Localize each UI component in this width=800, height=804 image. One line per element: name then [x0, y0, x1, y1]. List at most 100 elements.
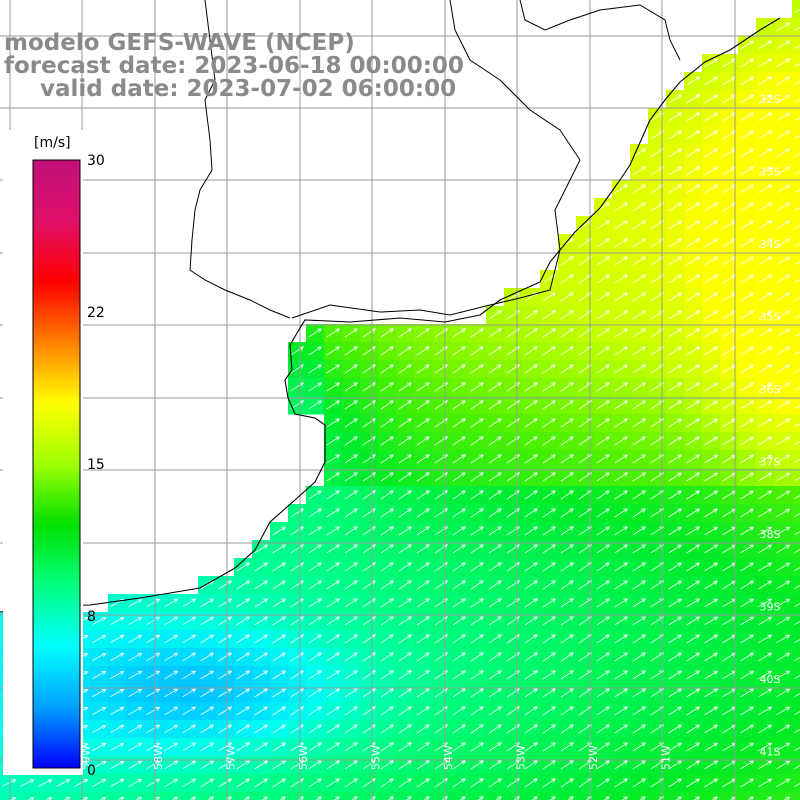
wind-cell — [540, 792, 559, 800]
wind-cell — [360, 792, 379, 800]
wind-cell — [792, 756, 800, 775]
wind-cell — [720, 792, 739, 800]
lon-label: 54W — [442, 745, 455, 770]
wind-cell — [792, 72, 800, 91]
lat-label: 32S — [760, 93, 781, 106]
wind-cell — [792, 162, 800, 181]
wind-cell — [792, 792, 800, 800]
wind-cell — [180, 792, 199, 800]
wind-cell — [792, 108, 800, 127]
lon-label: 55W — [370, 745, 383, 770]
wind-cell — [792, 450, 800, 469]
wind-cell — [108, 792, 127, 800]
wind-cell — [792, 0, 800, 19]
wind-cell — [792, 36, 800, 55]
lon-label: 58W — [152, 745, 165, 770]
wind-cell — [198, 792, 217, 800]
map-header: modelo GEFS-WAVE (NCEP) forecast date: 2… — [4, 30, 464, 102]
colorbar-unit: [m/s] — [34, 135, 71, 151]
wind-cell — [792, 198, 800, 217]
wind-cell — [738, 792, 757, 800]
wind-cell — [0, 792, 19, 800]
wind-cell — [792, 342, 800, 361]
wind-cell — [792, 324, 800, 343]
wind-cell — [558, 792, 577, 800]
wind-cell — [396, 792, 415, 800]
wind-cell — [792, 738, 800, 757]
wind-cell — [324, 792, 343, 800]
wind-cell — [342, 792, 361, 800]
wind-cell — [72, 792, 91, 800]
colorbar-tick-30: 30 — [87, 153, 105, 169]
wind-cell — [792, 648, 800, 667]
valid-date: valid date: 2023-07-02 06:00:00 — [40, 76, 456, 102]
wind-cell — [648, 792, 667, 800]
wind-cell — [792, 630, 800, 649]
wind-cell — [162, 792, 181, 800]
wind-cell — [792, 432, 800, 451]
wind-cell — [432, 792, 451, 800]
wind-cell — [702, 792, 721, 800]
wind-cell — [486, 792, 505, 800]
wind-cell — [792, 252, 800, 271]
colorbar-tick-15: 15 — [87, 457, 105, 473]
lat-label: 36S — [760, 383, 781, 396]
wind-cell — [288, 792, 307, 800]
wind-cell — [144, 792, 163, 800]
lon-label: 57W — [225, 745, 238, 770]
wind-cell — [216, 792, 235, 800]
wind-cell — [792, 666, 800, 685]
wind-cell — [792, 414, 800, 433]
wind-cell — [792, 486, 800, 505]
wind-cell — [126, 792, 145, 800]
wind-cell — [792, 360, 800, 379]
wind-cell — [54, 792, 73, 800]
wind-cell — [666, 792, 685, 800]
wind-cell — [18, 792, 37, 800]
wind-cell — [792, 288, 800, 307]
wind-cell — [792, 522, 800, 541]
wind-cell — [252, 792, 271, 800]
wind-cell — [504, 792, 523, 800]
wind-cell — [306, 792, 325, 800]
wind-cell — [522, 792, 541, 800]
wind-cell — [792, 18, 800, 37]
lat-label: 41S — [760, 746, 781, 759]
wind-cell — [414, 792, 433, 800]
wind-cell — [792, 594, 800, 613]
wind-cell — [792, 270, 800, 289]
colorbar-tick-0: 0 — [87, 763, 96, 779]
wind-cell — [270, 792, 289, 800]
colorbar-tick-22: 22 — [87, 305, 105, 321]
wind-cell — [774, 792, 793, 800]
lat-label: 35S — [760, 311, 781, 324]
wind-cell — [378, 792, 397, 800]
wind-cell — [684, 792, 703, 800]
wind-cell — [792, 180, 800, 199]
wind-cell — [792, 558, 800, 577]
wind-cell — [792, 378, 800, 397]
wind-cell — [792, 306, 800, 325]
lon-label: 51W — [660, 745, 673, 770]
wind-cell — [792, 576, 800, 595]
lat-label: 34S — [760, 238, 781, 251]
colorbar-tick-8: 8 — [87, 609, 96, 625]
wind-cell — [792, 144, 800, 163]
wind-cell — [792, 702, 800, 721]
wind-cell — [450, 792, 469, 800]
wind-cell — [576, 792, 595, 800]
lon-label: 53W — [515, 745, 528, 770]
lat-label: 37S — [760, 456, 781, 469]
lon-label: 56W — [297, 745, 310, 770]
lat-label: 38S — [760, 528, 781, 541]
wind-cell — [234, 792, 253, 800]
wind-cell — [612, 792, 631, 800]
colorbar-ramp — [33, 160, 80, 768]
wind-cell — [792, 684, 800, 703]
wind-cell — [792, 54, 800, 73]
wind-cell — [792, 90, 800, 109]
wind-cell — [792, 396, 800, 415]
